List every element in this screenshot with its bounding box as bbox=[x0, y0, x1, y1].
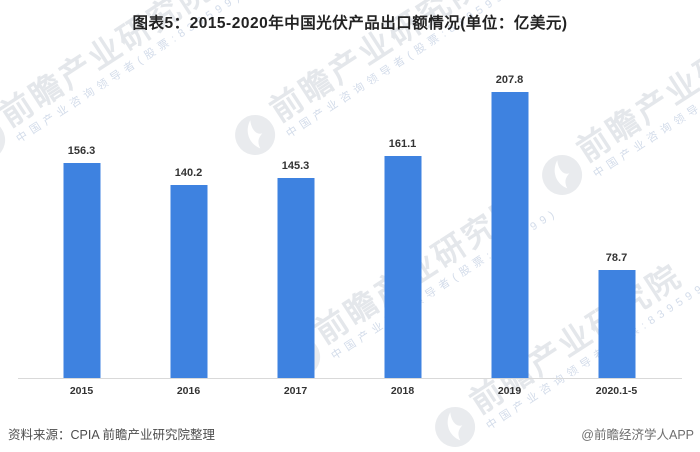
chart-title: 图表5：2015-2020年中国光伏产品出口额情况(单位：亿美元) bbox=[132, 15, 568, 32]
bar-2018 bbox=[384, 156, 421, 378]
bar-2016 bbox=[170, 185, 207, 378]
value-label-2020.1-5: 78.7 bbox=[605, 252, 628, 264]
x-axis-label-2017: 2017 bbox=[283, 385, 308, 397]
watermark-logo-icon bbox=[0, 119, 6, 160]
bar-2019 bbox=[491, 92, 528, 378]
x-axis-label-2016: 2016 bbox=[176, 385, 201, 397]
value-label-2015: 156.3 bbox=[67, 145, 96, 157]
source-note: 资料来源：CPIA 前瞻产业研究院整理 bbox=[8, 428, 215, 442]
x-axis-label-2015: 2015 bbox=[69, 385, 94, 397]
value-label-2019: 207.8 bbox=[495, 74, 524, 86]
bar-2015 bbox=[63, 163, 100, 378]
value-label-2016: 140.2 bbox=[174, 167, 203, 179]
x-axis-labels: 2015 2016 2017 2018 2019 2020.1-5 bbox=[28, 385, 670, 397]
x-axis-label-2020.1-5: 2020.1-5 bbox=[595, 385, 638, 397]
x-axis-line bbox=[18, 378, 682, 379]
bar-column-2015: 156.3 bbox=[28, 48, 135, 378]
x-axis-label-2018: 2018 bbox=[390, 385, 415, 397]
bar-column-2020.1-5: 78.7 bbox=[563, 48, 670, 378]
bar-column-2017: 145.3 bbox=[242, 48, 349, 378]
value-label-2017: 145.3 bbox=[281, 160, 310, 172]
bar-column-2018: 161.1 bbox=[349, 48, 456, 378]
value-label-2018: 161.1 bbox=[388, 138, 417, 150]
bar-2017 bbox=[277, 178, 314, 378]
credit-note: @前瞻经济学人APP bbox=[581, 428, 694, 442]
watermark-logo-icon bbox=[435, 406, 475, 447]
bar-column-2016: 140.2 bbox=[135, 48, 242, 378]
x-axis-label-2019: 2019 bbox=[497, 385, 522, 397]
bar-2020.1-5 bbox=[598, 270, 635, 378]
bar-column-2019: 207.8 bbox=[456, 48, 563, 378]
plot-area: 156.3 140.2 145.3 161.1 207.8 78.7 bbox=[28, 48, 670, 378]
